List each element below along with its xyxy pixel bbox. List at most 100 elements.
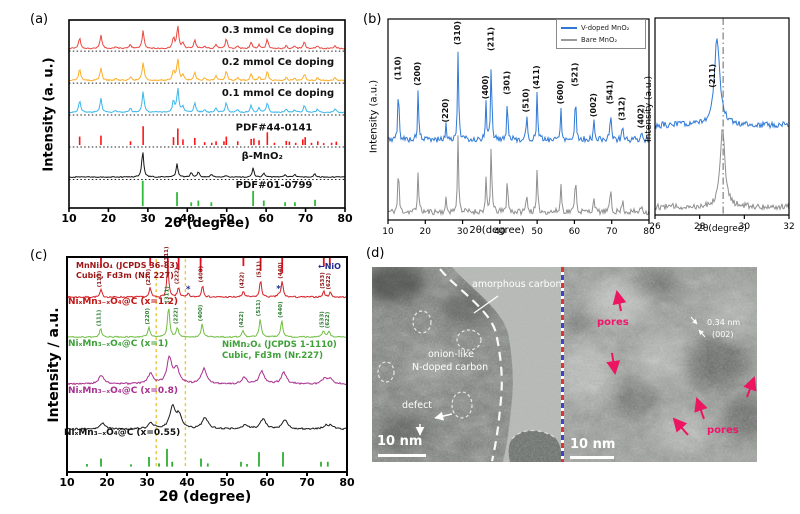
svg-text:(111): (111): [97, 309, 103, 326]
defect-arrow-icon: [434, 411, 453, 421]
svg-text:(311): (311): [164, 246, 170, 263]
svg-text:30: 30: [139, 476, 155, 489]
panel-b-label: (b): [363, 12, 382, 27]
onion-like-label-line2: N-doped carbon: [412, 362, 489, 373]
blob-outline-dashed: [511, 429, 555, 440]
panel-b-legend: V-doped MnO₂ Bare MnO₂: [556, 19, 646, 49]
svg-text:(400): (400): [481, 75, 490, 99]
svg-text:20: 20: [99, 476, 115, 489]
lattice-spacing-arrow-down-icon: [698, 329, 706, 338]
svg-text:(422): (422): [239, 311, 245, 328]
panel-d-label: (d): [366, 246, 385, 261]
panel-c-label: (c): [30, 248, 48, 263]
panel-b-inset-x-axis-label: 2θ(degree): [697, 224, 747, 234]
svg-text:(440): (440): [278, 262, 284, 279]
lattice-spacing-label: 0.34 nm: [707, 318, 741, 327]
svg-text:(111): (111): [97, 270, 103, 287]
svg-text:(622): (622): [326, 273, 332, 290]
svg-text:(312): (312): [618, 97, 627, 121]
svg-text:(200): (200): [413, 62, 422, 86]
svg-text:(422): (422): [239, 272, 245, 289]
svg-text:10: 10: [59, 476, 75, 489]
defect-label: defect: [402, 400, 433, 411]
svg-text:*: *: [276, 285, 281, 295]
svg-text:40: 40: [179, 476, 195, 489]
scale-bar-label-right: 10 nm: [570, 437, 616, 452]
svg-text:(600): (600): [556, 80, 565, 104]
onion-like-label-line1: onion-like: [428, 349, 475, 360]
legend-line-vdoped: [561, 27, 577, 29]
svg-text:(511): (511): [257, 261, 263, 278]
svg-text:(301): (301): [502, 71, 511, 95]
svg-text:10: 10: [382, 227, 394, 237]
tem-left-texture: [372, 267, 561, 462]
svg-text:PDF#44-0141: PDF#44-0141: [236, 123, 313, 134]
svg-text:(511): (511): [256, 299, 262, 316]
legend-label-vdoped: V-doped MnO₂: [581, 24, 630, 32]
pore-arrow-5-icon: [672, 417, 689, 436]
panel-c-ref-nimn2o4-line1: NiMn₂O₄ (JCPDS 1-1110): [222, 340, 337, 350]
panel-c-x-axis-label: 2θ (degree): [158, 489, 252, 505]
svg-text:20: 20: [420, 227, 432, 237]
svg-text:50: 50: [531, 227, 543, 237]
panel-c-nio-label: ←NiO: [318, 262, 341, 271]
panel-c-series-label-x1: NiₓMn₃₋ₓO₄@C (x=1): [68, 339, 169, 349]
svg-text:30: 30: [140, 212, 156, 225]
amorphous-carbon-pointer-line: [473, 295, 499, 314]
svg-text:(533): (533): [320, 272, 326, 289]
panel-a-chart: 0.3 mmol Ce doping 0.2 mmol Ce doping 0.1 …: [61, 19, 353, 225]
legend-entry-bare: Bare MnO₂: [561, 34, 641, 46]
svg-text:0.2 mmol Ce doping: 0.2 mmol Ce doping: [222, 57, 334, 68]
panel-b-y-axis-label: Intensity (a.u.): [368, 79, 380, 154]
svg-text:(211): (211): [708, 64, 717, 88]
tem-right-texture: [564, 267, 757, 462]
svg-text:(220): (220): [441, 98, 450, 122]
svg-text:32: 32: [783, 222, 794, 232]
onion-ring-ellipse-2: [451, 391, 473, 419]
panel-b-inset-chart: (211) 26 28 30 32: [649, 17, 795, 232]
panel-c-series-label-x0-8: NiₓMn₃₋ₓO₄@C (x=0.8): [68, 386, 178, 396]
svg-text:0.1 mmol Ce doping: 0.1 mmol Ce doping: [222, 88, 334, 99]
tem-image-right: pores pores 0.34 nm (002) 10 nm: [564, 267, 757, 462]
svg-text:(521): (521): [571, 63, 580, 87]
tem-divider-dashed-line: [561, 267, 564, 462]
svg-text:70: 70: [298, 212, 314, 225]
panel-a-y-axis-label: Intensity (a. u.): [41, 57, 57, 172]
svg-text:*: *: [186, 285, 191, 295]
svg-text:28: 28: [694, 222, 706, 232]
svg-text:30: 30: [457, 227, 469, 237]
svg-text:(220): (220): [145, 308, 151, 325]
svg-text:(411): (411): [532, 65, 541, 89]
svg-text:70: 70: [299, 476, 315, 489]
amorphous-carbon-label: amorphous carbon: [472, 279, 561, 290]
panel-c-ref-nimn2o4-line2: Cubic, Fd3m (Nr.227): [222, 351, 323, 361]
panel-a-x-axis-label: 2θ (degree): [164, 216, 250, 231]
pore-arrow-3-icon: [743, 376, 757, 398]
scale-bar-label-left: 10 nm: [377, 434, 423, 449]
svg-text:(541): (541): [606, 80, 615, 104]
svg-text:60: 60: [259, 476, 275, 489]
svg-text:(222): (222): [175, 267, 181, 284]
panel-c-ref-mnni2o4-line1: MnNi₂O₄ (JCPDS 36-83): [76, 261, 179, 270]
svg-text:10: 10: [61, 212, 77, 225]
svg-text:(440): (440): [278, 301, 284, 318]
svg-text:(311): (311): [165, 286, 171, 303]
svg-text:(510): (510): [522, 88, 531, 112]
svg-text:40: 40: [494, 227, 506, 237]
panel-c-series-label-x1-2: NiₓMn₃₋ₓO₄@C (x=1.2): [68, 297, 178, 307]
pore-arrow-2-icon: [606, 352, 621, 375]
svg-text:20: 20: [101, 212, 117, 225]
svg-text:(400): (400): [199, 265, 205, 282]
scale-bar-left: [378, 454, 426, 457]
svg-text:80: 80: [643, 227, 655, 237]
svg-text:40: 40: [180, 212, 196, 225]
svg-text:(220): (220): [146, 268, 152, 285]
svg-text:30: 30: [739, 222, 751, 232]
svg-text:70: 70: [606, 227, 618, 237]
svg-text:(533): (533): [319, 311, 325, 328]
pores-label-bottom: pores: [707, 425, 739, 436]
svg-text:(400): (400): [198, 304, 204, 321]
svg-text:80: 80: [339, 476, 355, 489]
onion-ring-ellipse-3: [412, 310, 432, 334]
legend-entry-vdoped: V-doped MnO₂: [561, 22, 641, 34]
